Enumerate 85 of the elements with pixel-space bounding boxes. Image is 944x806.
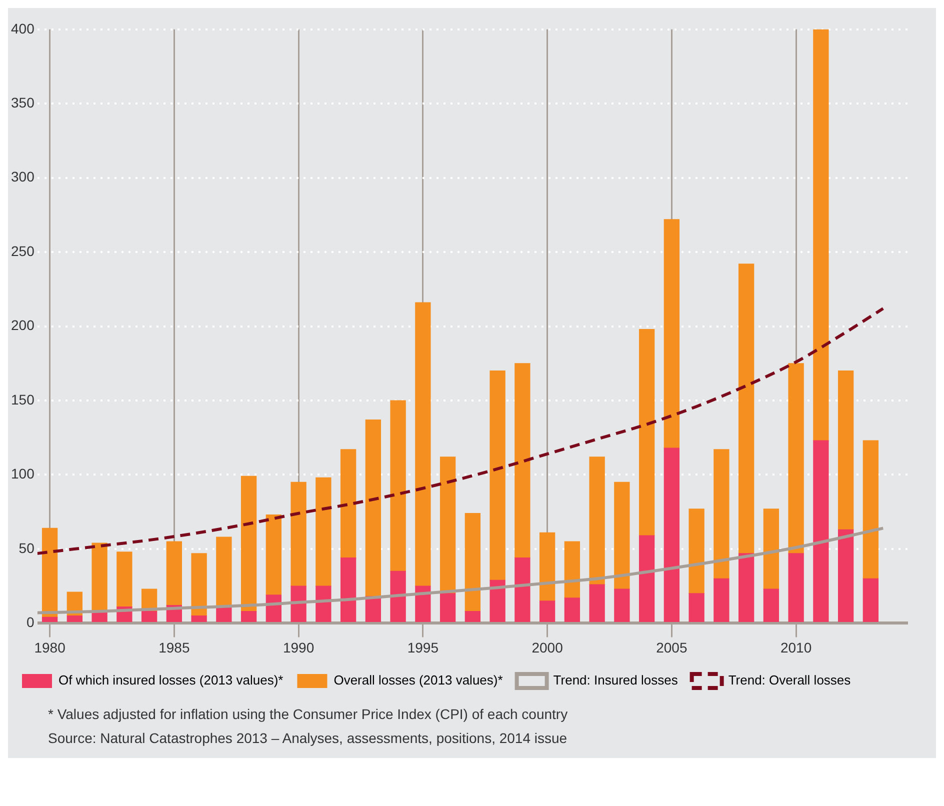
y-tick-label: 200 (11, 317, 35, 334)
bar (514, 363, 530, 558)
bar (340, 449, 356, 558)
bar (539, 532, 556, 602)
y-tick-label: 400 (11, 20, 35, 36)
x-tick-label: 2010 (780, 639, 812, 656)
bar (589, 584, 605, 622)
bar (838, 370, 854, 530)
line-series (37, 306, 885, 555)
bar (42, 528, 58, 618)
x-tick-label: 2000 (532, 639, 564, 656)
bar (688, 593, 704, 622)
bar (813, 29, 829, 441)
y-tick-label: 50 (18, 540, 35, 556)
bar (539, 600, 556, 622)
bar (714, 578, 730, 622)
bar (738, 553, 754, 622)
bar (614, 588, 630, 622)
y-tick-label: 100 (11, 466, 35, 482)
y-tick-label: 350 (11, 94, 35, 110)
bar (638, 535, 655, 622)
bar (365, 419, 382, 597)
bar (42, 616, 58, 622)
bar (216, 536, 232, 608)
bar (664, 448, 680, 622)
bar (688, 508, 704, 594)
bar (390, 400, 406, 572)
bar (191, 615, 207, 622)
bar (440, 456, 456, 594)
bar (390, 570, 406, 622)
bar (564, 541, 580, 598)
x-tick-label: 1990 (282, 639, 314, 656)
bar (738, 264, 754, 554)
source-note: Source: Natural Catastrophes 2013 – Analyses, assessments, positions, 2014 issue (48, 730, 568, 746)
bar (216, 606, 232, 622)
bar (415, 586, 431, 622)
bar (788, 363, 804, 554)
legend-label: Trend: Insured losses (553, 672, 678, 688)
bar (141, 610, 158, 622)
bar (664, 219, 680, 448)
bar (763, 508, 780, 590)
legend-label: Trend: Overall losses (728, 672, 852, 688)
bar (290, 482, 306, 586)
bar (240, 610, 257, 622)
bar (66, 615, 82, 622)
bar (714, 449, 730, 579)
bar (788, 553, 804, 622)
bar (564, 598, 580, 622)
bar (464, 610, 481, 622)
x-tick-label: 1980 (34, 639, 66, 656)
bar (92, 542, 108, 612)
x-tick-label: 1995 (407, 639, 439, 656)
bar (838, 529, 854, 622)
bar (166, 541, 182, 606)
line-series (37, 526, 885, 614)
y-tick-label: 300 (11, 168, 35, 185)
bar (614, 482, 630, 590)
bar (862, 440, 879, 579)
bar (589, 456, 605, 585)
y-tick-label: 250 (11, 242, 35, 259)
bar (340, 558, 356, 622)
bar (763, 588, 780, 622)
bar (191, 553, 207, 616)
bar (290, 586, 306, 622)
x-tick-label: 1985 (158, 639, 190, 656)
bar (490, 370, 506, 580)
bar (266, 514, 282, 596)
bar (240, 476, 257, 612)
y-tick-label: 0 (26, 614, 35, 630)
text: * Values adjusted for inflation using the Consumer Price Index (CPI) of each country (48, 706, 569, 722)
bar (415, 302, 431, 586)
bar (116, 552, 132, 608)
bar (514, 558, 530, 622)
bar (316, 586, 332, 622)
x-tick-label: 2005 (656, 639, 688, 656)
bar (440, 593, 456, 622)
bar (316, 477, 332, 586)
bar (638, 328, 655, 536)
bar (490, 580, 506, 622)
bar (862, 578, 879, 622)
y-tick-label: 150 (11, 391, 35, 408)
legend-label: Of which insured losses (2013 values)* (58, 672, 284, 688)
legend-label: Overall losses (2013 values)* (334, 672, 503, 688)
bar (464, 513, 481, 612)
bar (813, 440, 829, 622)
